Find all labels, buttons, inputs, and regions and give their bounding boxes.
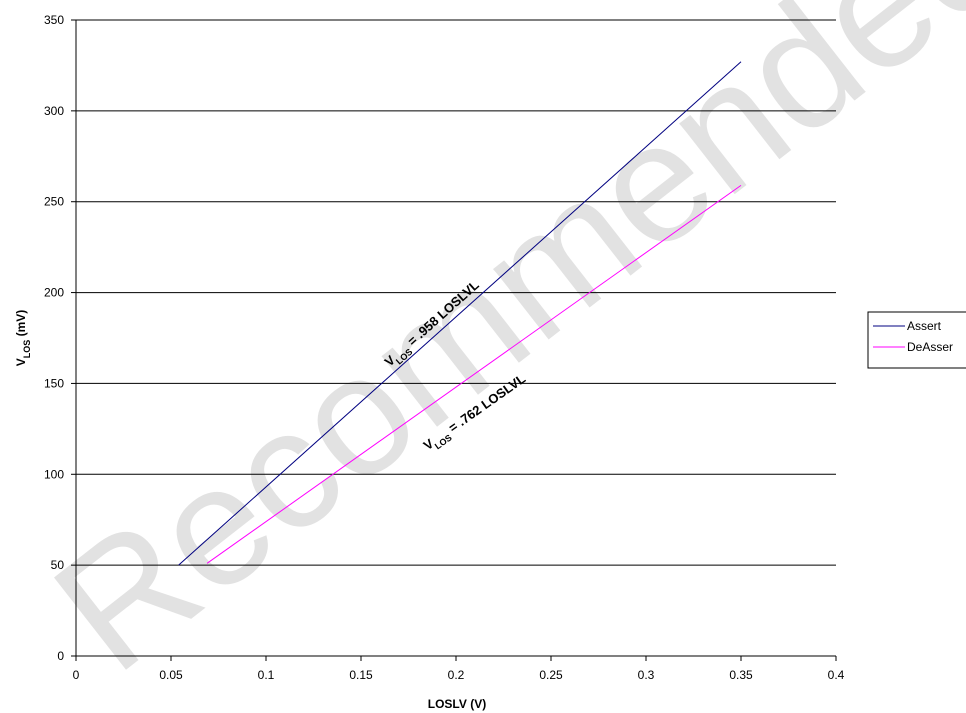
- y-axis-title: VLOS (mV): [14, 310, 32, 367]
- y-axis-title-prefix: V: [14, 358, 28, 366]
- x-tick-label-0: 0: [73, 668, 80, 682]
- x-axis-title: LOSLV (V): [428, 697, 486, 711]
- y-tick-label-4: 200: [44, 286, 64, 300]
- legend: Assert DeAsser: [867, 311, 966, 369]
- series-line-deasser: [206, 184, 742, 564]
- y-tick-label-7: 350: [44, 13, 64, 27]
- watermark: Recommended: [21, 0, 966, 707]
- x-tick-label-6: 0.3: [638, 668, 655, 682]
- gridlines: [76, 19, 836, 566]
- legend-box: [867, 311, 966, 369]
- x-tick-label-2: 0.1: [258, 668, 275, 682]
- x-tick-label-5: 0.25: [539, 668, 563, 682]
- y-axis-ticks: 0 50 100 150 200 250 300 350: [44, 13, 76, 663]
- legend-label-deasser: DeAsser: [907, 340, 953, 354]
- y-axis-title-suffix: (mV): [14, 310, 28, 340]
- x-tick-label-3: 0.15: [349, 668, 373, 682]
- series-line-assert: [178, 61, 742, 566]
- x-tick-label-4: 0.2: [448, 668, 465, 682]
- y-tick-label-5: 250: [44, 195, 64, 209]
- series-lines: [178, 61, 742, 566]
- y-tick-label-0: 0: [57, 649, 64, 663]
- legend-label-assert: Assert: [907, 319, 942, 333]
- x-tick-label-1: 0.05: [159, 668, 183, 682]
- y-tick-label-1: 50: [51, 558, 65, 572]
- y-tick-label-2: 100: [44, 467, 64, 481]
- y-tick-label-3: 150: [44, 376, 64, 390]
- x-axis-ticks: 0 0.05 0.1 0.15 0.2 0.25 0.3 0.35 0.4: [73, 656, 845, 682]
- x-tick-label-8: 0.4: [828, 668, 845, 682]
- x-tick-label-7: 0.35: [729, 668, 753, 682]
- y-tick-label-6: 300: [44, 104, 64, 118]
- y-axis-title-sub: LOS: [22, 340, 32, 359]
